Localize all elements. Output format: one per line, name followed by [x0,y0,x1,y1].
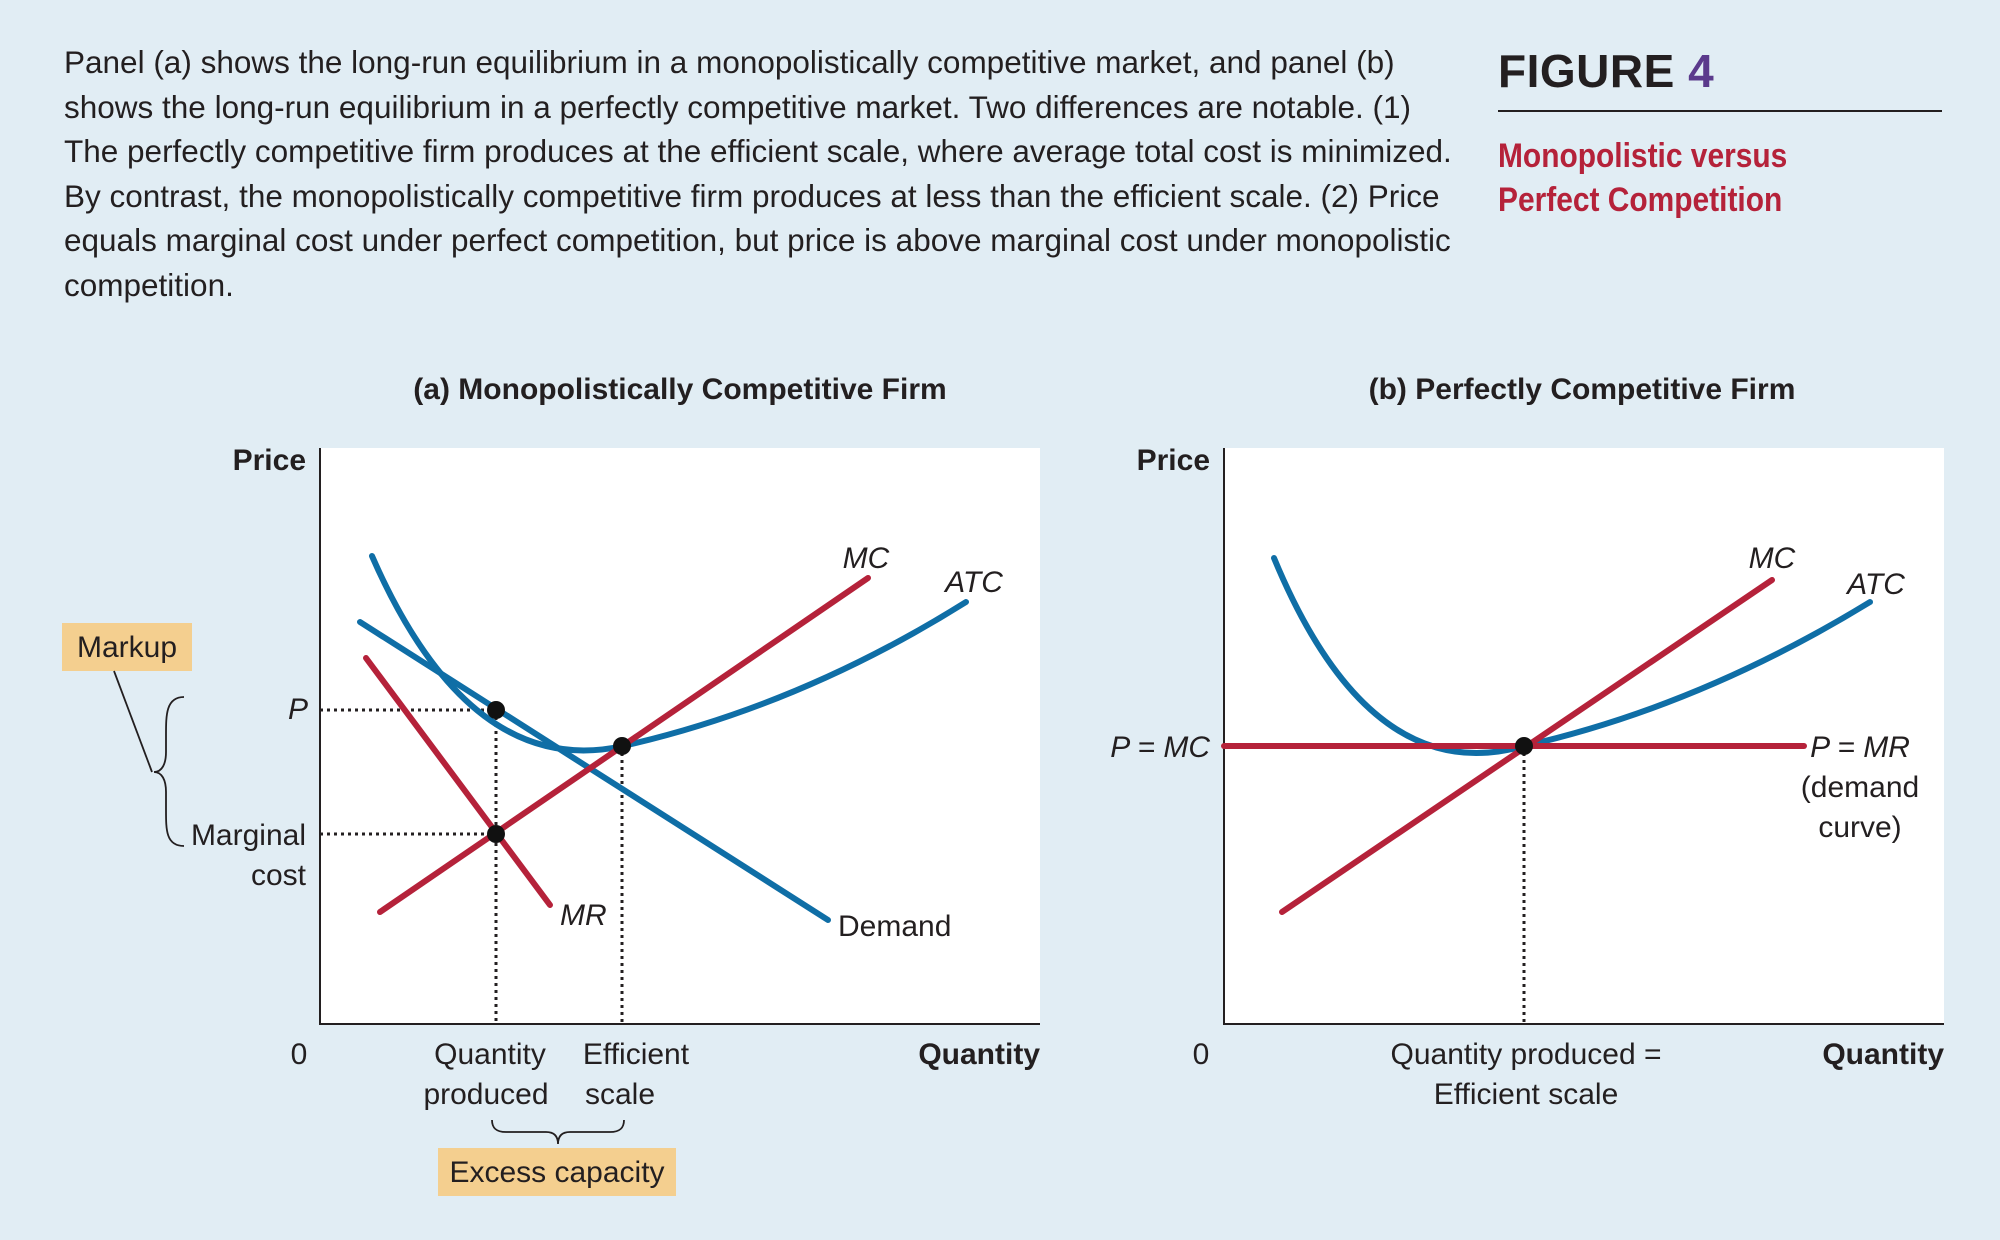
panel-a-x-axis-label: Quantity [918,1038,1040,1071]
quantity-produced-label-line2: produced [423,1078,548,1111]
panel-a-plot-area [320,448,1040,1024]
mc-label-a: MC [843,542,890,575]
demand-label: Demand [838,910,951,943]
markup-brace [153,696,185,847]
atc-label-b: ATC [1845,568,1905,601]
quantity-produced-label-line1: Quantity [434,1038,546,1071]
excess-capacity-box [438,1148,676,1196]
p-equals-mr-label: P = MR [1810,731,1910,764]
panel-b: (b) Perfectly Competitive Firm Price Qua… [1110,373,1944,1111]
efficient-scale-label-line1: Efficient [583,1038,690,1071]
marginal-cost-label-line2: cost [251,859,307,892]
mc-label-b: MC [1749,542,1796,575]
atc-minimum-point [613,737,631,755]
panel-b-plot-area [1224,448,1944,1024]
panel-a-title: (a) Monopolistically Competitive Firm [413,373,946,406]
panel-a-axes [319,448,1040,1025]
figure-title: Monopolistic versus Perfect Competition [1498,137,1788,219]
figure-caption: Panel (a) shows the long-run equilibrium… [64,44,1452,303]
efficient-scale-label-line2: scale [585,1078,655,1111]
panel-b-y-axis-label: Price [1137,444,1210,477]
panel-a: (a) Monopolistically Competitive Firm Pr… [62,373,1040,1196]
excess-capacity-label: Excess capacity [449,1156,664,1189]
quantity-efficient-label-line2: Efficient scale [1434,1078,1619,1111]
marginal-cost-label-line1: Marginal [191,819,306,852]
panel-b-title: (b) Perfectly Competitive Firm [1369,373,1796,406]
quantity-efficient-label-line1: Quantity produced = [1390,1038,1661,1071]
mr-label: MR [560,899,607,932]
excess-capacity-brace [491,1119,625,1145]
panel-a-origin-label: 0 [291,1038,308,1071]
markup-box [62,623,192,671]
equilibrium-point-b [1515,737,1533,755]
atc-label-a: ATC [943,566,1003,599]
tangency-point [487,701,505,719]
figure-divider [1498,110,1942,112]
panel-b-origin-label: 0 [1193,1038,1210,1071]
demand-curve-label-line2: curve) [1818,811,1901,844]
mr-mc-intersection-point [487,825,505,843]
mr-curve [363,655,553,908]
markup-label: Markup [77,631,177,664]
panel-b-axes [1223,448,1944,1025]
figure-number: 4 [1688,45,1715,97]
figure-label-text: FIGURE [1498,45,1675,97]
p-equals-mc-label: P = MC [1110,731,1210,764]
price-p-label: P [288,693,308,726]
panel-a-y-axis-label: Price [233,444,306,477]
markup-pointer-line [113,670,153,773]
panel-b-x-axis-label: Quantity [1822,1038,1944,1071]
figure-label: FIGURE 4 [1498,44,1714,98]
demand-curve-label-line1: (demand [1801,771,1919,804]
